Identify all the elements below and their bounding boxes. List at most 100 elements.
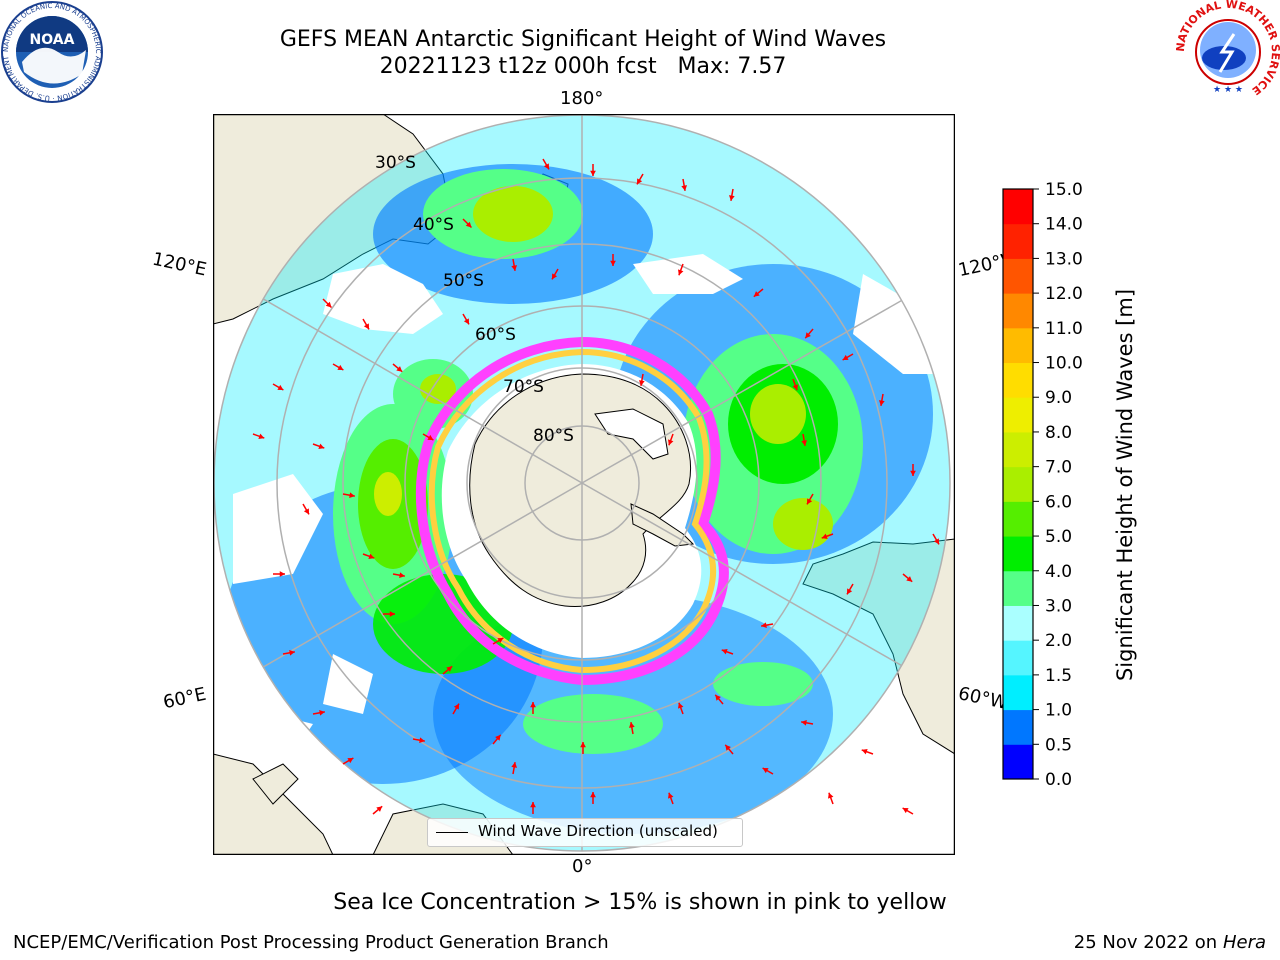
wave-direction-arrowhead [792, 384, 799, 391]
wave-direction-arrowhead [396, 366, 403, 372]
wave-direction-arrowhead [725, 744, 731, 751]
wave-direction-arrowhead [878, 400, 885, 406]
nws-logo: NATIONAL WEATHER SERVICE ★ ★ ★ [1176, 0, 1280, 102]
colorbar-tick-label: 15.0 [1045, 180, 1083, 200]
lon-label-0: 0° [572, 856, 593, 877]
colorbar-segment [1003, 189, 1033, 225]
colorbar-segment [1003, 223, 1033, 259]
wave-direction-arrowhead [721, 648, 728, 655]
wave-direction-arrowhead [910, 470, 916, 476]
wave-direction-arrowhead [399, 572, 405, 579]
date-text: 25 Nov 2022 on Hera [1074, 932, 1266, 953]
wave-direction-arrowhead [552, 273, 558, 280]
colorbar-tick-label: 0.0 [1045, 770, 1072, 790]
colorbar-segment [1003, 258, 1033, 294]
wave-direction-arrowhead [667, 792, 674, 799]
land-outside-domain [213, 114, 955, 855]
colorbar-segment [1003, 605, 1033, 641]
lat-label-70s: 70°S [503, 377, 544, 397]
wave-direction-arrowhead [530, 702, 536, 708]
wave-direction-arrowhead [667, 439, 674, 446]
colorbar-segment [1003, 536, 1033, 572]
latitude-labels: 30°S 40°S 50°S 60°S 70°S 80°S [375, 153, 574, 446]
wave-direction-arrowhead [279, 571, 285, 577]
map-panel: 30°S 40°S 50°S 60°S 70°S 80°S [213, 114, 955, 855]
wave-direction-arrowhead [530, 802, 536, 808]
legend: Wind Wave Direction (unscaled) [427, 818, 743, 847]
wave-direction-arrowhead [638, 380, 645, 386]
colorbar-segment [1003, 640, 1033, 676]
credit-text: NCEP/EMC/Verification Post Processing Pr… [13, 932, 609, 953]
colorbar-segment [1003, 674, 1033, 711]
chart-title: GEFS MEAN Antarctic Significant Height o… [279, 27, 887, 52]
colorbar-tick-label: 3.0 [1045, 596, 1072, 616]
wave-direction-arrowhead [847, 588, 853, 595]
wave-direction-arrowhead [349, 492, 355, 499]
wave-direction-arrowhead [303, 508, 309, 515]
wave-direction-arrowhead [419, 737, 425, 744]
lon-label-60e: 60°E [161, 683, 208, 714]
colorbar-tick-label: 11.0 [1045, 319, 1083, 339]
colorbar-segment [1003, 397, 1033, 433]
wave-direction-arrowhead [277, 384, 284, 390]
wave-direction-arrowhead [465, 221, 472, 228]
wave-direction-arrowhead [446, 666, 453, 672]
wave-direction-arrowhead [628, 722, 635, 728]
wave-direction-arrowhead [610, 260, 616, 266]
colorbar-tick-label: 2.0 [1045, 631, 1072, 651]
wave-direction-arrowhead [762, 768, 769, 774]
colorbar-segment [1003, 293, 1033, 329]
colorbar-segment [1003, 501, 1033, 537]
meridian-120e [214, 269, 583, 484]
colorbar-tick-label: 7.0 [1045, 458, 1072, 478]
colorbar-segment [1003, 709, 1033, 745]
colorbar-segments [1003, 189, 1033, 780]
wind-wave-arrows [252, 158, 940, 815]
wave-direction-arrowhead [728, 195, 735, 201]
lon-label-120e: 120°E [150, 248, 209, 281]
svg-text:NOAA: NOAA [30, 32, 75, 48]
lat-label-40s: 40°S [413, 215, 454, 235]
wave-direction-arrowhead [861, 748, 868, 755]
colorbar-segment [1003, 362, 1033, 398]
wave-direction-arrowhead [325, 301, 332, 308]
wave-direction-arrowhead [495, 734, 501, 741]
wave-direction-arrowhead [497, 638, 504, 644]
sea-ice-note: Sea Ice Concentration > 15% is shown in … [333, 890, 947, 915]
meridian-120w [581, 269, 950, 484]
wave-direction-arrowhead [319, 709, 325, 716]
colorbar-segment [1003, 431, 1033, 468]
wave-direction-arrowhead [427, 434, 434, 440]
colorbar-tick-label: 8.0 [1045, 423, 1072, 443]
wave-direction-arrowhead [258, 433, 265, 440]
wave-direction-arrowhead [821, 533, 828, 540]
wave-direction-arrowhead [842, 354, 849, 360]
noaa-logo: NATIONAL OCEANIC AND ATMOSPHERIC ADMINIS… [0, 0, 103, 103]
wave-direction-arrowhead [807, 498, 813, 505]
colorbar-tick-label: 1.5 [1045, 666, 1072, 686]
wave-direction-arrowhead [902, 808, 909, 814]
host-name: Hera [1222, 932, 1266, 953]
wave-direction-arrowhead [801, 719, 807, 726]
colorbar-tick-label: 1.0 [1045, 701, 1072, 721]
wave-direction-arrowhead [590, 792, 596, 798]
wave-direction-arrowhead [681, 185, 688, 191]
colorbar-segment [1003, 570, 1033, 606]
colorbar-segment [1003, 744, 1033, 780]
colorbar-label: Significant Height of Wind Waves [m] [1113, 288, 1137, 682]
wave-direction-arrowhead [677, 702, 684, 709]
colorbar-segment [1003, 327, 1033, 364]
wave-direction-arrowhead [933, 538, 939, 545]
wave-direction-arrowhead [289, 649, 295, 656]
meridian-60e [214, 482, 583, 697]
wave-direction-arrowhead [827, 792, 834, 799]
colorbar-tick-label: 13.0 [1045, 249, 1083, 269]
wave-direction-arrowhead [368, 553, 375, 560]
lat-label-60s: 60°S [475, 325, 516, 345]
wave-direction-arrowhead [677, 269, 684, 276]
colorbar-segment [1003, 466, 1033, 502]
colorbar-tick-label: 0.5 [1045, 735, 1072, 755]
wave-direction-arrowhead [637, 178, 643, 185]
wave-direction-arrowhead [511, 265, 518, 271]
colorbar-tick-label: 5.0 [1045, 527, 1072, 547]
